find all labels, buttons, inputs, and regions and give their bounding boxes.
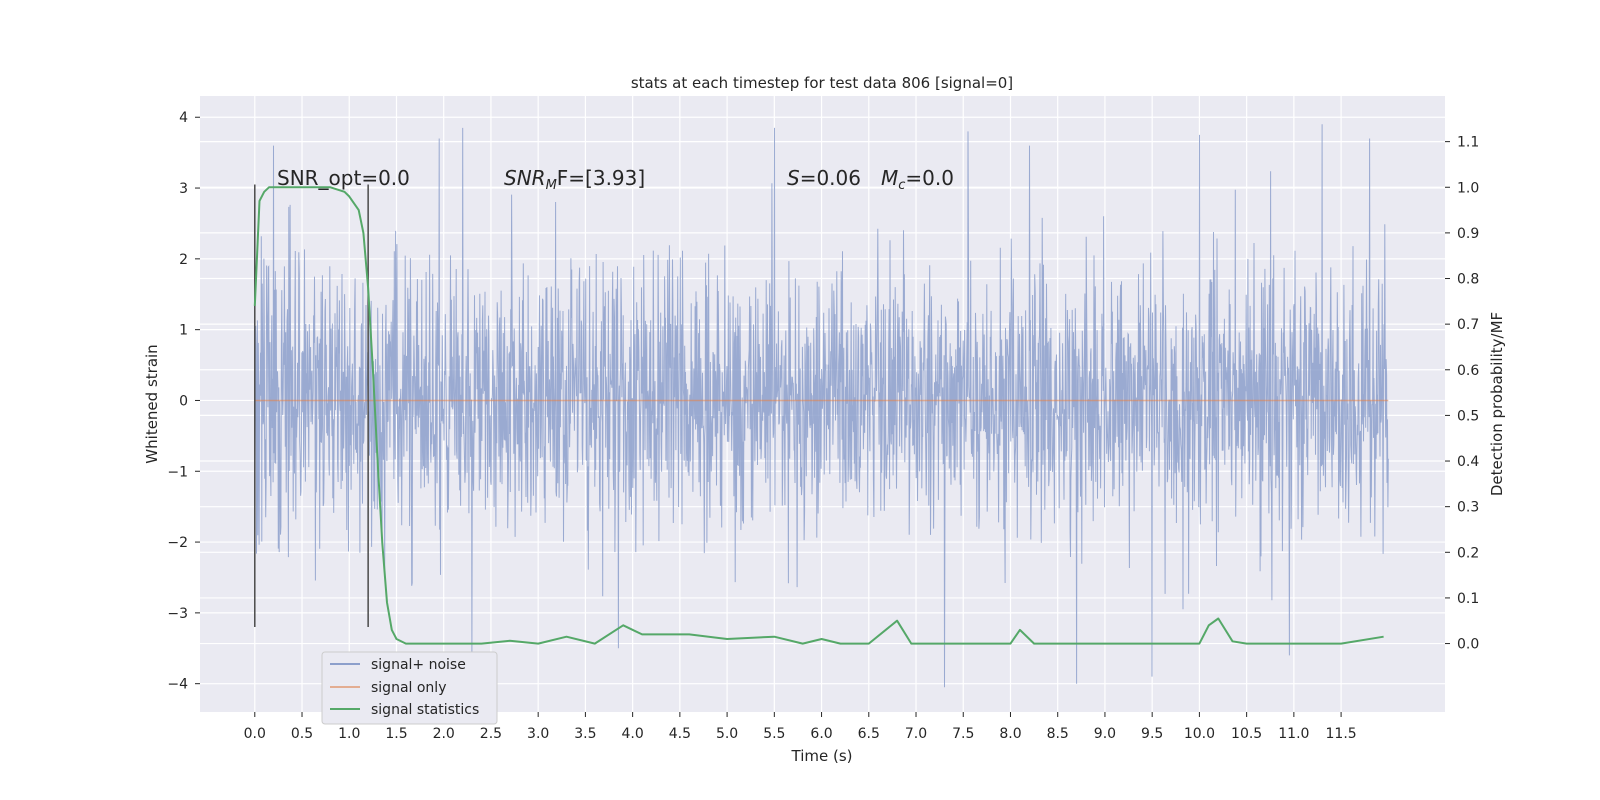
snr-mf-sub: M [546,178,557,193]
s-value: =0.06 [800,166,861,190]
y2-tick-label: 0.3 [1457,500,1479,516]
x-tick-label: 11.0 [1278,726,1309,742]
y-tick-label: 0 [179,393,188,409]
y2-tick-label: 0.5 [1457,408,1479,424]
y2-tick-label: 0.0 [1457,637,1479,653]
y2-tick-label: 0.8 [1457,272,1479,288]
legend-label-signal-noise: signal+ noise [371,657,466,673]
y2-tick-label: 0.2 [1457,545,1479,561]
x-tick-label: 11.5 [1326,726,1357,742]
y-tick-label: 2 [179,252,188,268]
s-label: S [787,166,800,190]
x-tick-label: 8.5 [1047,726,1069,742]
x-tick-label: 4.0 [621,726,643,742]
x-tick-label: 9.5 [1141,726,1163,742]
snr-mf-suffix: F=[3.93] [557,166,645,190]
mc-label: M [881,166,898,190]
signal-statistics-series [253,186,1384,645]
x-tick-label: 6.0 [810,726,832,742]
legend-label-signal-only: signal only [371,680,446,696]
x-tick-label: 4.5 [669,726,691,742]
mc-sub: c [898,178,905,193]
annotation-mc: Mc=0.0 [881,166,954,193]
y-tick-label: 3 [179,181,188,197]
snr-mf-prefix: SNR [504,166,546,190]
y-tick-label: −1 [167,464,188,480]
x-tick-label: 7.0 [905,726,927,742]
window-markers [254,184,369,628]
x-tick-label: 10.0 [1184,726,1215,742]
y2-tick-label: 1.1 [1457,135,1479,151]
x-tick-label: 7.5 [952,726,974,742]
y-tick-label: −2 [167,535,188,551]
x-tick-label: 8.0 [999,726,1021,742]
x-tick-label: 3.0 [527,726,549,742]
x-tick-label: 5.5 [763,726,785,742]
signal-noise-series [254,124,1389,688]
annotation-snr-opt: SNR_opt=0.0 [277,166,410,190]
legend: signal+ noise signal only signal statist… [321,651,498,725]
signal-statistics-line [253,186,1384,645]
legend-label-signal-statistics: signal statistics [371,702,479,718]
y2-tick-label: 0.4 [1457,454,1479,470]
x-tick-label: 3.5 [574,726,596,742]
y2-axis-title: Detection probability/MF [1488,312,1506,496]
x-tick-label: 2.0 [433,726,455,742]
x-tick-label: 6.5 [858,726,880,742]
annotation-snr-mf: SNRMF=[3.93] [504,166,645,193]
y-tick-label: 4 [179,110,188,126]
y2-tick-label: 0.9 [1457,226,1479,242]
y-tick-label: 1 [179,323,188,339]
x-tick-label: 0.5 [291,726,313,742]
chart-title: stats at each timestep for test data 806… [631,74,1013,92]
mc-value: =0.0 [905,166,954,190]
x-tick-label: 1.0 [338,726,360,742]
x-tick-label: 9.0 [1094,726,1116,742]
legend-box [321,651,498,725]
x-axis-title: Time (s) [791,747,853,765]
x-tick-label: 5.0 [716,726,738,742]
x-tick-label: 10.5 [1231,726,1262,742]
axis-ticks: 0.0 0.5 1.0 1.5 2.0 2.5 3.0 3.5 4.0 4.5 5.0 5.5 6.0 6… [167,110,1479,742]
annotation-s: S=0.06 [787,166,861,190]
x-tick-label: 0.0 [244,726,266,742]
x-tick-label: 2.5 [480,726,502,742]
y2-tick-label: 1.0 [1457,180,1479,196]
y-tick-label: −4 [167,677,188,693]
x-tick-label: 1.5 [385,726,407,742]
y2-tick-label: 0.7 [1457,317,1479,333]
y2-tick-label: 0.6 [1457,363,1479,379]
y2-tick-label: 0.1 [1457,591,1479,607]
y-tick-label: −3 [167,606,188,622]
y-axis-title: Whitened strain [143,344,161,463]
signal-noise-line [254,124,1389,688]
